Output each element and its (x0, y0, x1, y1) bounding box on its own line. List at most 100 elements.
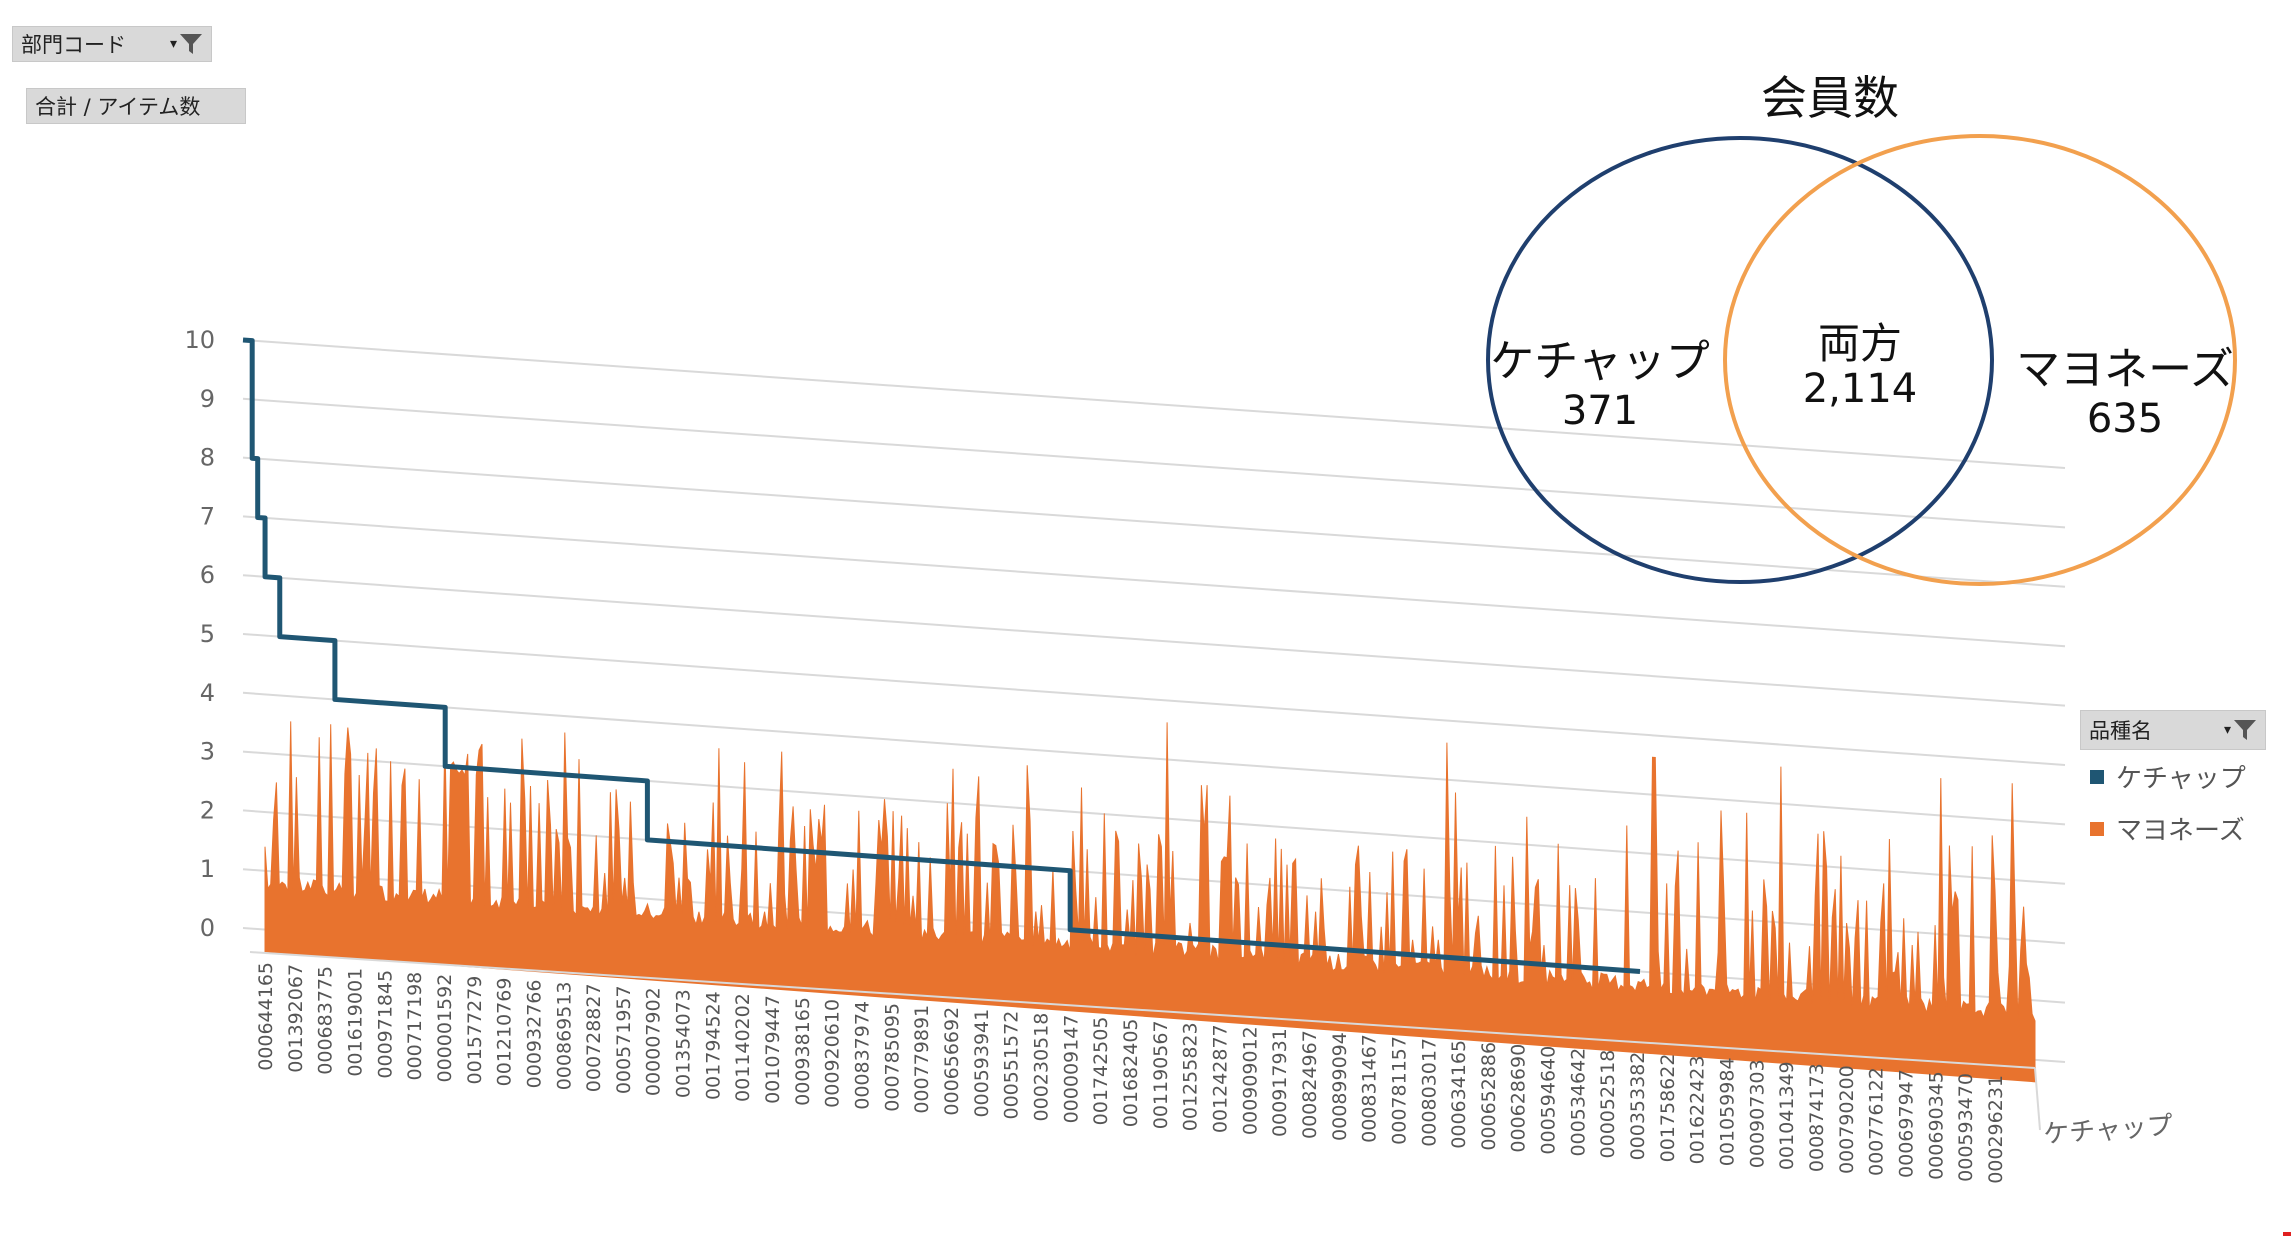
department-code-filter-button[interactable]: 部門コード ▾ (12, 26, 212, 62)
legend-filter-button[interactable]: 品種名 ▾ (2080, 710, 2266, 750)
ketchup-line (242, 337, 1641, 974)
x-tick-label: 001041349 (1776, 1061, 1798, 1170)
x-tick-label: 000932766 (523, 980, 545, 1089)
x-tick-label: 000656692 (941, 1007, 963, 1116)
x-axis-line (249, 951, 2036, 1069)
ketchup-series (242, 337, 1641, 974)
x-tick-label: 000909012 (1239, 1026, 1261, 1135)
x-tick-label: 000007902 (643, 987, 665, 1096)
gridline-9 (242, 397, 2066, 529)
x-tick-label: 000593941 (971, 1009, 993, 1118)
x-tick-label: 000917931 (1269, 1028, 1291, 1137)
y-tick-label: 10 (184, 326, 215, 354)
y-tick-label: 9 (200, 385, 215, 413)
x-tick-label: 001577279 (464, 976, 486, 1085)
legend-swatch-mayonnaise (2090, 821, 2104, 836)
gridline-4 (242, 691, 2066, 826)
x-tick-label: 000628690 (1508, 1044, 1530, 1153)
x-tick-label: 000296231 (1985, 1075, 2007, 1184)
y-tick-label: 2 (200, 796, 215, 824)
x-axis-labels: 000644165 001392067 000683775 001619001 0009… (255, 962, 2007, 1184)
x-tick-label: 000785095 (881, 1003, 903, 1112)
x-tick-label: 001682405 (1120, 1019, 1142, 1128)
dropdown-arrow-icon: ▾ (2223, 722, 2231, 738)
x-tick-label: 000697947 (1896, 1069, 1918, 1178)
venn-right-label: マヨネーズ (2016, 344, 2234, 395)
legend-label-mayonnaise: マヨネーズ (2116, 816, 2245, 846)
x-tick-label: 000920610 (822, 999, 844, 1108)
x-tick-label: 000899094 (1329, 1032, 1351, 1141)
filter-icon (2234, 720, 2256, 740)
gridline-5 (242, 633, 2066, 766)
x-tick-label: 000837974 (852, 1001, 874, 1110)
depth-axis-label: ケチャップ (2042, 1111, 2174, 1150)
x-tick-label: 001140202 (732, 993, 754, 1102)
gridline-7 (242, 515, 2066, 648)
x-tick-label: 000571957 (613, 985, 635, 1094)
legend-swatch-ketchup (2090, 769, 2104, 784)
venn-left-label: ケチャップ (1490, 336, 1710, 387)
x-tick-label: 000594640 (1538, 1046, 1560, 1155)
x-tick-label: 001210769 (494, 978, 516, 1087)
venn-title: 会員数 (1761, 71, 1899, 125)
y-tick-label: 3 (200, 738, 215, 766)
x-tick-label: 000971845 (374, 970, 396, 1079)
x-tick-label: 000644165 (255, 962, 277, 1071)
gridline-8 (242, 456, 2066, 588)
x-tick-label: 000781157 (1388, 1036, 1410, 1145)
x-tick-label: 001794524 (702, 991, 724, 1100)
legend-header-label: 品種名 (2089, 719, 2152, 743)
value-field-button[interactable]: 合計 / アイテム数 (26, 88, 246, 124)
x-tick-label: 000869513 (553, 981, 575, 1090)
x-tick-label: 000593470 (1955, 1073, 1977, 1182)
department-code-label: 部門コード (21, 33, 126, 57)
x-tick-label: 000779891 (911, 1005, 933, 1114)
x-tick-label: 001242877 (1209, 1024, 1231, 1133)
x-tick-label: 000683775 (315, 966, 337, 1075)
x-tick-label: 000717198 (404, 972, 426, 1081)
x-tick-label: 001392067 (285, 964, 307, 1073)
filter-icon (180, 34, 202, 54)
legend-item-mayonnaise[interactable]: マヨネーズ (2090, 810, 2245, 847)
x-tick-label: 001758622 (1657, 1054, 1679, 1163)
y-tick-label: 7 (200, 502, 215, 530)
y-tick-label: 0 (200, 914, 215, 942)
x-tick-label: 000728827 (583, 983, 605, 1092)
legend-item-ketchup[interactable]: ケチャップ (2090, 758, 2246, 795)
x-tick-label: 001354073 (673, 989, 695, 1098)
y-axis-ticks: 0 1 2 3 4 5 6 7 8 9 10 (184, 326, 215, 942)
depth-axis-line (2034, 1067, 2041, 1131)
x-tick-label: 000353382 (1627, 1052, 1649, 1161)
value-field-label: 合計 / アイテム数 (35, 95, 201, 119)
legend-label-ketchup: ケチャップ (2116, 764, 2246, 794)
x-tick-label: 000690345 (1925, 1071, 1947, 1180)
venn-left-value: 371 (1561, 388, 1639, 434)
venn-center-label: 両方 (1817, 319, 1902, 368)
x-tick-label: 000938165 (792, 997, 814, 1106)
x-tick-label: 001190567 (1150, 1020, 1172, 1129)
x-tick-label: 000534642 (1567, 1048, 1589, 1157)
y-tick-label: 4 (200, 679, 215, 707)
x-tick-label: 000634165 (1448, 1040, 1470, 1149)
x-tick-label: 000874173 (1806, 1063, 1828, 1172)
x-axis (249, 951, 2041, 1131)
x-tick-label: 001742505 (1090, 1017, 1112, 1126)
x-tick-label: 000803017 (1418, 1038, 1440, 1147)
x-tick-label: 000652886 (1478, 1042, 1500, 1151)
x-tick-label: 001059984 (1717, 1057, 1739, 1166)
x-tick-label: 000052518 (1597, 1050, 1619, 1159)
x-tick-label: 000824967 (1299, 1030, 1321, 1139)
x-tick-label: 000009147 (1060, 1015, 1082, 1124)
y-tick-label: 1 (200, 855, 215, 883)
x-tick-label: 000001592 (434, 974, 456, 1083)
y-tick-label: 8 (200, 444, 215, 472)
dropdown-arrow-icon: ▾ (169, 36, 177, 52)
gridline-6 (242, 574, 2066, 707)
mayonnaise-area (264, 721, 2036, 1083)
x-tick-label: 001619001 (344, 968, 366, 1077)
x-tick-label: 000831467 (1359, 1034, 1381, 1143)
x-tick-label: 001255823 (1180, 1022, 1202, 1131)
mayonnaise-series (264, 721, 2036, 1083)
x-tick-label: 000907303 (1746, 1059, 1768, 1168)
